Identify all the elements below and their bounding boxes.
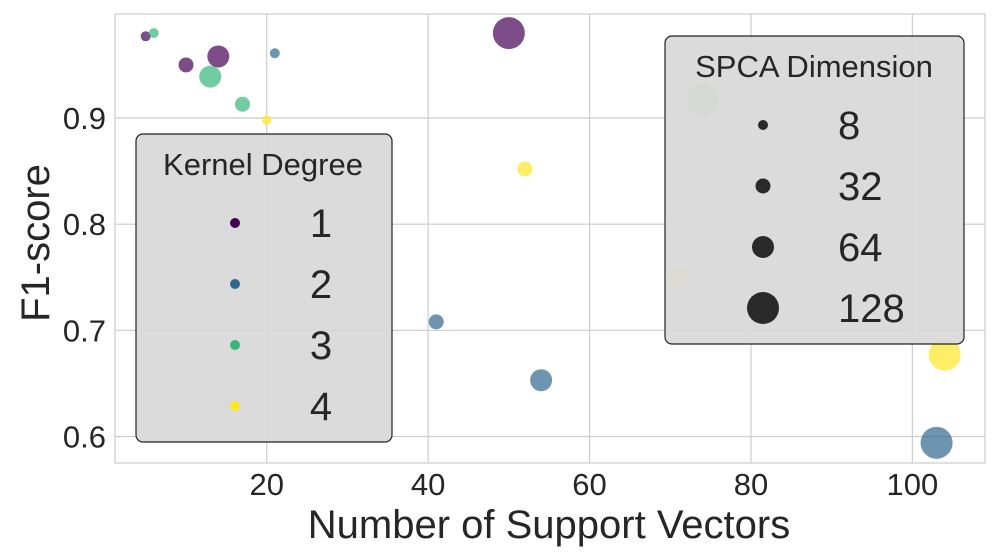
legend-kernel-degree: Kernel Degree 1 2 3 4 bbox=[135, 133, 393, 443]
y-tick-label: 0.6 bbox=[63, 419, 106, 454]
data-point bbox=[178, 57, 194, 73]
data-point bbox=[928, 338, 961, 371]
legend-degree-marker bbox=[230, 279, 240, 289]
legend-spca-dimension-title: SPCA Dimension bbox=[695, 49, 933, 84]
legend-dimension-marker bbox=[752, 236, 774, 258]
x-tick-label: 100 bbox=[886, 467, 938, 502]
x-axis-label: Number of Support Vectors bbox=[308, 503, 790, 547]
data-point bbox=[261, 115, 272, 126]
legend-degree-marker bbox=[230, 401, 240, 411]
data-point bbox=[199, 65, 222, 88]
x-tick-label: 20 bbox=[249, 467, 283, 502]
data-point bbox=[530, 369, 553, 392]
legend-spca-dimension: SPCA Dimension 8 32 64 128 bbox=[664, 35, 965, 345]
y-tick-label: 0.9 bbox=[63, 101, 106, 136]
data-point bbox=[235, 96, 251, 112]
data-point bbox=[269, 48, 280, 59]
y-tick-label: 0.7 bbox=[63, 313, 106, 348]
data-point bbox=[207, 45, 230, 68]
legend-dimension-label: 8 bbox=[838, 104, 860, 148]
x-tick-labels: 20 40 60 80 100 bbox=[249, 467, 938, 502]
legend-spca-dimension-box bbox=[664, 35, 965, 345]
legend-degree-label: 3 bbox=[310, 324, 332, 368]
legend-kernel-degree-title: Kernel Degree bbox=[163, 147, 363, 182]
legend-degree-label: 4 bbox=[310, 385, 332, 429]
legend-degree-marker bbox=[230, 218, 240, 228]
data-point bbox=[428, 314, 444, 330]
data-point bbox=[920, 426, 953, 459]
x-tick-label: 60 bbox=[572, 467, 606, 502]
x-tick-label: 80 bbox=[734, 467, 768, 502]
legend-dimension-label: 32 bbox=[838, 165, 883, 209]
y-tick-labels: 0.6 0.7 0.8 0.9 bbox=[63, 101, 106, 454]
legend-degree-label: 2 bbox=[310, 263, 332, 307]
legend-dimension-marker bbox=[755, 178, 771, 194]
data-point bbox=[492, 17, 525, 50]
legend-kernel-degree-box bbox=[135, 133, 393, 443]
legend-dimension-marker bbox=[758, 120, 768, 130]
legend-dimension-label: 64 bbox=[838, 226, 883, 270]
legend-degree-marker bbox=[230, 340, 240, 350]
legend-dimension-marker bbox=[747, 292, 779, 324]
legend-degree-label: 1 bbox=[310, 202, 332, 246]
y-axis-label: F1-score bbox=[14, 164, 58, 322]
data-point bbox=[140, 31, 151, 42]
data-point bbox=[148, 28, 159, 39]
x-tick-label: 40 bbox=[411, 467, 445, 502]
data-point bbox=[517, 161, 533, 177]
y-tick-label: 0.8 bbox=[63, 207, 106, 242]
legend-dimension-label: 128 bbox=[838, 287, 905, 331]
